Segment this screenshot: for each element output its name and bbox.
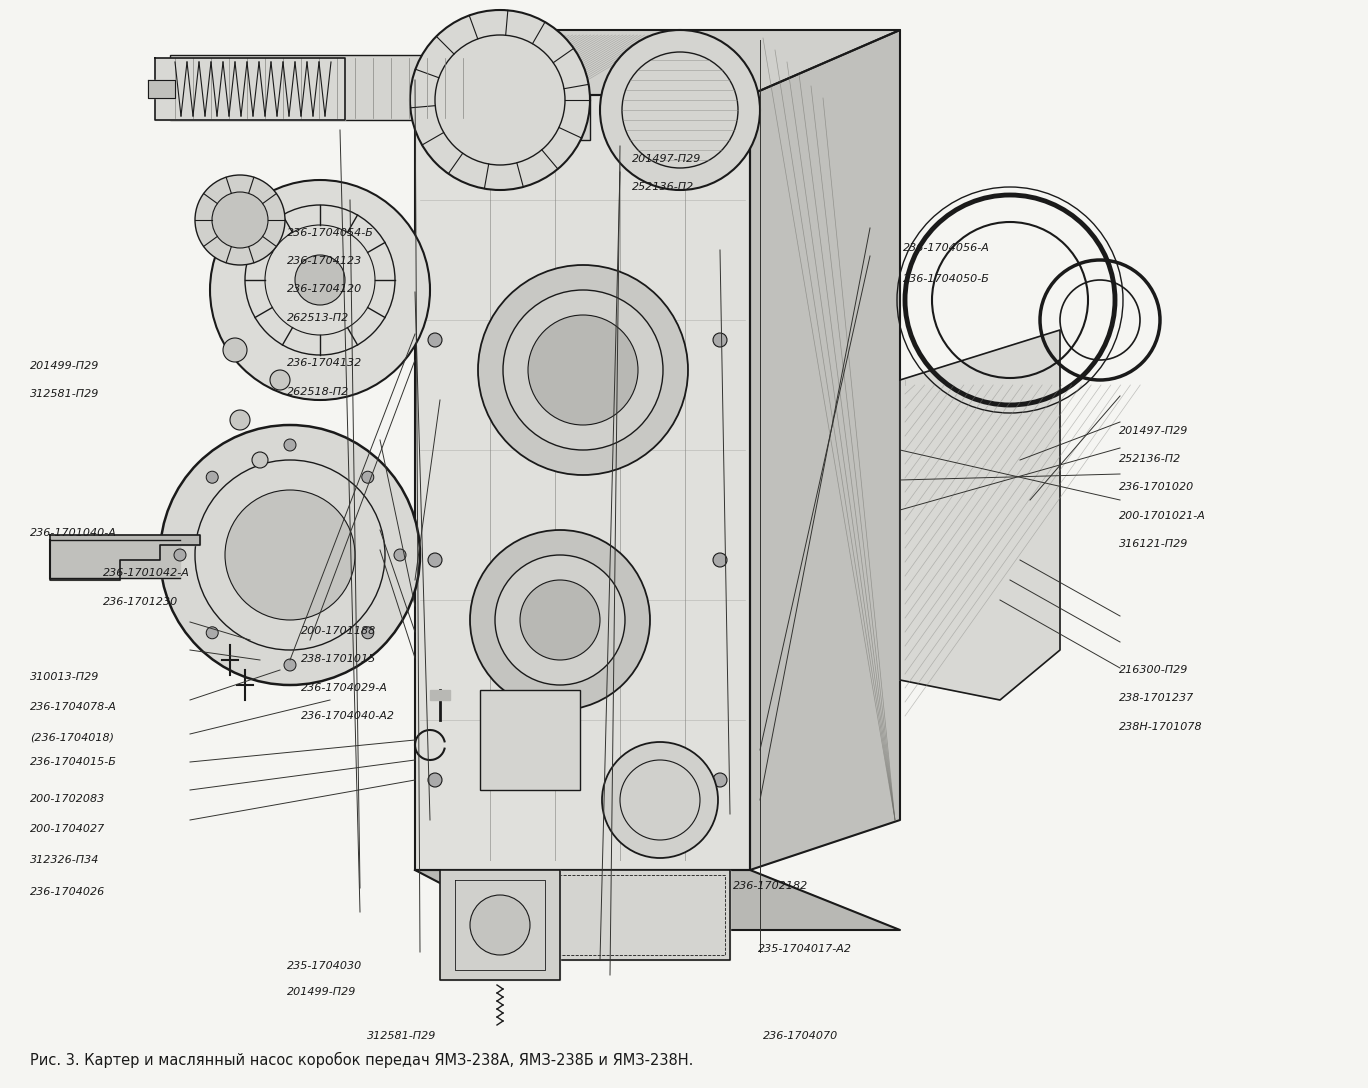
Circle shape	[713, 553, 726, 567]
Text: 312581-П29: 312581-П29	[367, 1030, 436, 1041]
Text: 236-1704029-А: 236-1704029-А	[301, 682, 389, 693]
Text: 236-1704123: 236-1704123	[287, 256, 363, 267]
Circle shape	[207, 471, 219, 483]
Text: 236-1704132: 236-1704132	[287, 358, 363, 369]
Text: 235-1704030: 235-1704030	[287, 961, 363, 972]
Text: 236-1704050-Б: 236-1704050-Б	[903, 273, 990, 284]
Text: 236-1704056-А: 236-1704056-А	[903, 243, 990, 254]
Circle shape	[196, 175, 285, 265]
Text: 236-1704078-А: 236-1704078-А	[30, 702, 118, 713]
Circle shape	[160, 425, 420, 685]
Polygon shape	[440, 870, 560, 980]
Text: Рис. 3. Картер и маслянный насос коробок передач ЯМЗ-238А, ЯМЗ-238Б и ЯМЗ-238Н.: Рис. 3. Картер и маслянный насос коробок…	[30, 1052, 694, 1068]
Polygon shape	[430, 690, 450, 700]
Text: 238-1701237: 238-1701237	[1119, 693, 1194, 704]
Polygon shape	[415, 30, 900, 95]
Circle shape	[207, 627, 219, 639]
Circle shape	[361, 627, 373, 639]
Circle shape	[713, 333, 726, 347]
Circle shape	[211, 180, 430, 400]
Circle shape	[212, 191, 268, 248]
Polygon shape	[499, 870, 731, 960]
Polygon shape	[900, 330, 1060, 700]
Circle shape	[394, 549, 406, 561]
Text: 236-1704054-Б: 236-1704054-Б	[287, 227, 375, 238]
Text: 312581-П29: 312581-П29	[30, 388, 100, 399]
Circle shape	[224, 490, 356, 620]
Text: 312326-П34: 312326-П34	[30, 854, 100, 865]
Text: 238-1701015: 238-1701015	[301, 654, 376, 665]
Text: 262518-П2: 262518-П2	[287, 386, 350, 397]
Text: 236-1704026: 236-1704026	[30, 887, 105, 898]
Circle shape	[428, 553, 442, 567]
Text: 216300-П29: 216300-П29	[1119, 665, 1189, 676]
Circle shape	[503, 290, 663, 450]
Circle shape	[602, 742, 718, 858]
Circle shape	[295, 255, 345, 305]
Text: 235-1704017-А2: 235-1704017-А2	[758, 943, 852, 954]
Circle shape	[471, 895, 529, 955]
Polygon shape	[170, 55, 480, 120]
Polygon shape	[415, 95, 750, 870]
Text: 236-1701020: 236-1701020	[1119, 482, 1194, 493]
Text: 310013-П29: 310013-П29	[30, 671, 100, 682]
Text: 236-1704015-Б: 236-1704015-Б	[30, 756, 118, 767]
Circle shape	[410, 10, 590, 190]
Text: 236-1704120: 236-1704120	[287, 284, 363, 295]
Text: 201497-П29: 201497-П29	[632, 153, 702, 164]
Text: 201497-П29: 201497-П29	[1119, 425, 1189, 436]
Circle shape	[528, 316, 637, 425]
Text: 236-1702182: 236-1702182	[733, 880, 808, 891]
Circle shape	[285, 659, 295, 671]
Circle shape	[495, 555, 625, 685]
Circle shape	[601, 30, 761, 190]
Text: 238Н-1701078: 238Н-1701078	[1119, 721, 1202, 732]
Polygon shape	[51, 535, 200, 580]
Circle shape	[285, 438, 295, 452]
Polygon shape	[51, 540, 181, 578]
Text: 252136-П2: 252136-П2	[1119, 454, 1182, 465]
Circle shape	[428, 772, 442, 787]
Circle shape	[428, 333, 442, 347]
Text: 200-1701188: 200-1701188	[301, 626, 376, 636]
Text: 262513-П2: 262513-П2	[287, 312, 350, 323]
Circle shape	[269, 370, 290, 390]
Text: 201499-П29: 201499-П29	[287, 987, 357, 998]
Text: 200-1702083: 200-1702083	[30, 793, 105, 804]
Circle shape	[223, 338, 248, 362]
Text: 236-1704040-А2: 236-1704040-А2	[301, 710, 395, 721]
Text: 201499-П29: 201499-П29	[30, 360, 100, 371]
Circle shape	[477, 265, 688, 475]
Polygon shape	[529, 95, 590, 140]
Text: 236-1701040-А: 236-1701040-А	[30, 528, 118, 539]
Polygon shape	[155, 58, 345, 120]
Polygon shape	[480, 690, 580, 790]
Text: 236-1704070: 236-1704070	[763, 1030, 839, 1041]
Text: 200-1704027: 200-1704027	[30, 824, 105, 834]
Text: 236-1701230: 236-1701230	[103, 596, 178, 607]
Polygon shape	[148, 81, 175, 98]
Circle shape	[230, 410, 250, 430]
Polygon shape	[415, 870, 900, 930]
Text: 316121-П29: 316121-П29	[1119, 539, 1189, 549]
Polygon shape	[750, 30, 900, 870]
Text: 252136-П2: 252136-П2	[632, 182, 695, 193]
Circle shape	[428, 113, 442, 127]
Circle shape	[713, 772, 726, 787]
Text: 236-1701042-А: 236-1701042-А	[103, 568, 190, 579]
Circle shape	[520, 580, 601, 660]
Circle shape	[174, 549, 186, 561]
Circle shape	[471, 530, 650, 710]
Circle shape	[713, 113, 726, 127]
Circle shape	[252, 452, 268, 468]
Text: 200-1701021-А: 200-1701021-А	[1119, 510, 1207, 521]
Text: (236-1704018): (236-1704018)	[30, 732, 114, 743]
Circle shape	[361, 471, 373, 483]
